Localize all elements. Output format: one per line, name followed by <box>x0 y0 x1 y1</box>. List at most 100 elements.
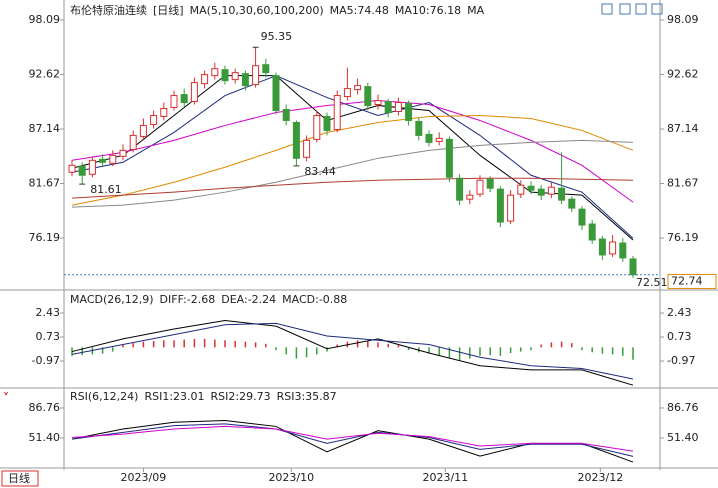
candle-body <box>323 115 331 131</box>
candle-body <box>619 242 627 259</box>
indicator-line <box>71 322 634 380</box>
candle-body <box>445 138 453 178</box>
candle-body <box>303 139 311 158</box>
footer-label: 日线 <box>8 471 30 485</box>
candle-body <box>354 85 362 91</box>
candle-body <box>507 194 515 222</box>
candle-body <box>282 109 290 121</box>
candle-body <box>78 165 86 176</box>
y-tick-label: 2.43 <box>667 306 692 319</box>
last-price-label: 72.51 <box>636 276 668 289</box>
candle-body <box>609 241 617 255</box>
toolbar-button[interactable] <box>619 3 631 15</box>
legend-entry: DIFF:-2.68 <box>160 293 216 306</box>
indicator-line <box>71 320 634 386</box>
candle-body <box>456 177 464 201</box>
toolbar[interactable] <box>601 3 663 15</box>
y-tick-label: 0.73 <box>36 330 61 343</box>
price-tag-box <box>667 273 717 289</box>
candle-body <box>231 72 239 81</box>
candle-body <box>272 75 280 112</box>
y-tick-label: 92.62 <box>667 67 699 80</box>
candle-body <box>88 159 96 175</box>
high-annotation: 95.35 <box>261 30 293 43</box>
legend-entry: RSI2:29.73 <box>211 390 271 403</box>
legend-entry: MA <box>467 4 484 17</box>
footer-box <box>1 470 39 487</box>
candle-body <box>405 103 413 121</box>
indicator-line <box>71 139 634 208</box>
candle-body <box>241 73 249 87</box>
candle-body <box>435 137 443 142</box>
candle-body <box>496 188 504 223</box>
candle-body <box>201 74 209 85</box>
y-tick-label: 86.76 <box>667 401 699 414</box>
period-label: [日线] <box>153 3 184 17</box>
y-tick-label: 87.14 <box>667 122 699 135</box>
toolbar-button[interactable] <box>651 3 663 15</box>
legend-entry: RSI1:23.01 <box>144 390 204 403</box>
x-tick-label: 2023/12 <box>578 471 624 484</box>
y-tick-label: 98.09 <box>667 13 699 26</box>
candle-body <box>109 154 117 164</box>
panel-title: MACD(26,12,9) <box>70 293 154 306</box>
candle-body <box>180 94 188 104</box>
candle-body <box>558 187 566 201</box>
panel-title: RSI(6,12,24) <box>70 390 138 403</box>
candle-body <box>313 114 321 140</box>
candle-body <box>425 133 433 143</box>
y-tick-label: 76.19 <box>29 231 61 244</box>
indicator-line <box>71 100 634 203</box>
legend-entry: DEA:-2.24 <box>221 293 276 306</box>
candle-body <box>547 186 555 195</box>
candle-body <box>221 69 229 82</box>
candle-body <box>588 223 596 241</box>
candle-body <box>190 82 198 103</box>
candle-body <box>343 88 351 98</box>
y-tick-label: 98.09 <box>29 13 61 26</box>
legend-entry: MA10:76.18 <box>395 4 461 17</box>
candle-body <box>252 65 260 86</box>
y-tick-label: 86.76 <box>29 401 61 414</box>
low-annotation: 81.61 <box>90 183 122 196</box>
settings-icon[interactable] <box>3 391 9 396</box>
y-tick-label: 51.40 <box>29 431 61 444</box>
candle-body <box>384 101 392 113</box>
candle-body <box>262 64 270 74</box>
legend-entry: MA5:74.48 <box>330 4 389 17</box>
legend-entry: RSI3:35.87 <box>277 390 337 403</box>
candle-body <box>476 179 484 195</box>
candle-body <box>578 208 586 226</box>
candle-body <box>486 178 494 189</box>
y-tick-label: 81.67 <box>29 177 61 190</box>
y-tick-label: -0.97 <box>32 354 60 367</box>
candle-body <box>527 185 535 191</box>
indicator-line <box>71 177 634 199</box>
x-tick-label: 2023/11 <box>422 471 468 484</box>
low-annotation: 83.44 <box>304 165 336 178</box>
indicator-label: MA(5,10,30,60,100,200) <box>190 4 324 17</box>
y-tick-label: -0.97 <box>667 354 695 367</box>
price-tag: 72.74 <box>671 274 703 287</box>
candle-body <box>517 184 525 195</box>
candle-body <box>292 121 300 159</box>
legend-entry: MACD:-0.88 <box>282 293 347 306</box>
y-tick-label: 2.43 <box>36 306 61 319</box>
candle-body <box>629 258 637 276</box>
indicator-line <box>71 425 634 452</box>
y-tick-label: 87.14 <box>29 122 61 135</box>
candle-body <box>139 124 147 137</box>
candle-body <box>598 238 606 256</box>
y-tick-label: 81.67 <box>667 177 699 190</box>
candle-body <box>394 102 402 112</box>
y-tick-label: 0.73 <box>667 330 692 343</box>
chart-title: 布伦特原油连续 <box>70 3 147 17</box>
toolbar-button[interactable] <box>635 3 647 15</box>
candle-body <box>68 164 76 173</box>
y-tick-label: 76.19 <box>667 231 699 244</box>
candle-body <box>537 188 545 196</box>
y-tick-label: 51.40 <box>667 431 699 444</box>
toolbar-button[interactable] <box>601 3 613 15</box>
x-tick-label: 2023/09 <box>121 471 167 484</box>
